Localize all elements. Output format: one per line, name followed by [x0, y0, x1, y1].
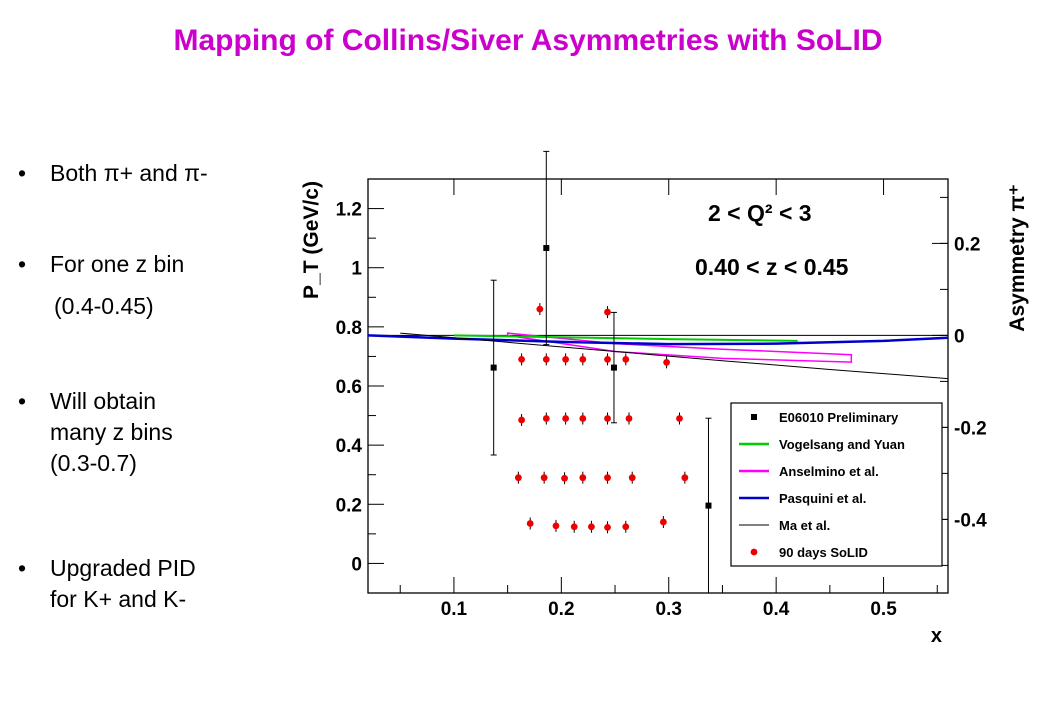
curve-vogelsang [453, 334, 798, 342]
y2-tick-label: -0.4 [954, 510, 987, 531]
y2-axis-label: Asymmetry π⁺ [1006, 184, 1029, 331]
legend-marker-square [751, 414, 757, 420]
curve-pasquini [367, 334, 949, 346]
annotation-z: 0.40 < z < 0.45 [695, 254, 849, 280]
solid-point [676, 415, 683, 422]
bullet-subtext: (0.4-0.45) [54, 293, 154, 319]
solid-point [526, 520, 534, 527]
solid-point [604, 308, 611, 316]
solid-point [536, 305, 544, 313]
solid-point [552, 522, 560, 530]
legend-label: Pasquini et al. [779, 491, 866, 506]
legend-label: Ma et al. [779, 518, 830, 533]
bullet-text: Both π+ and π- [50, 160, 208, 186]
legend-label: E06010 Preliminary [779, 410, 899, 425]
legend-label: Vogelsang and Yuan [779, 437, 905, 452]
y-tick-label: 0 [351, 554, 362, 575]
solid-point [604, 415, 611, 422]
x-tick-label: 0.5 [870, 599, 897, 620]
bullet-dot: • [18, 388, 27, 414]
solid-point [540, 474, 548, 482]
solid-point [659, 518, 667, 526]
y2-tick-label: 0.2 [954, 234, 980, 255]
e06010-point [490, 364, 497, 371]
y2-tick-label: -0.2 [954, 418, 987, 439]
x-tick-label: 0.1 [441, 599, 468, 620]
solid-point [622, 355, 630, 363]
y-tick-label: 1.2 [336, 200, 362, 221]
solid-point [622, 523, 630, 531]
solid-point [562, 355, 570, 363]
e06010-point [705, 502, 712, 509]
y-tick-label: 0.8 [336, 318, 362, 339]
bullet-text: For one z bin [50, 251, 185, 277]
solid-point [604, 474, 611, 482]
legend-marker-circle [750, 548, 758, 556]
x-tick-label: 0.3 [656, 599, 682, 620]
y-tick-label: 0.4 [336, 436, 363, 457]
solid-point [588, 523, 595, 531]
solid-point [628, 474, 636, 482]
solid-point [562, 415, 570, 422]
bullet-dot: • [18, 555, 27, 581]
solid-point [579, 415, 587, 422]
solid-point [518, 416, 525, 424]
solid-point [579, 355, 587, 363]
solid-point [542, 415, 550, 422]
e06010-point [610, 364, 617, 371]
legend-box [730, 402, 943, 567]
solid-point [625, 415, 633, 422]
solid-point [514, 474, 522, 482]
solid-point [663, 358, 670, 366]
solid-point [579, 474, 587, 482]
solid-point [542, 355, 550, 363]
bullet-dot: • [18, 251, 27, 277]
solid-point [561, 474, 568, 482]
x-tick-label: 0.4 [763, 599, 790, 620]
solid-point [604, 523, 611, 531]
legend-label: 90 days SoLID [779, 545, 868, 560]
y-axis-label: P_T (GeV/c) [300, 181, 323, 299]
bullet-text: Upgraded PID for K+ and K- [50, 555, 196, 612]
x-axis-label: x [931, 625, 942, 647]
y-tick-label: 0.2 [336, 495, 362, 516]
solid-point [681, 474, 689, 482]
x-tick-label: 0.2 [548, 599, 574, 620]
e06010-point [543, 245, 550, 251]
y-tick-label: 0.6 [336, 377, 362, 398]
annotation-q2: 2 < Q² < 3 [708, 200, 812, 226]
solid-point [518, 355, 525, 363]
solid-point [570, 523, 578, 531]
curve-ma [400, 332, 949, 380]
solid-point [604, 355, 611, 363]
bullet-dot: • [18, 160, 27, 186]
legend-label: Anselmino et al. [779, 464, 879, 479]
y-tick-label: 1 [351, 259, 362, 280]
bullet-text: Will obtain many z bins (0.3-0.7) [50, 388, 173, 476]
y2-tick-label: 0 [954, 326, 965, 347]
slide-title: Mapping of Collins/Siver Asymmetries wit… [173, 24, 883, 57]
